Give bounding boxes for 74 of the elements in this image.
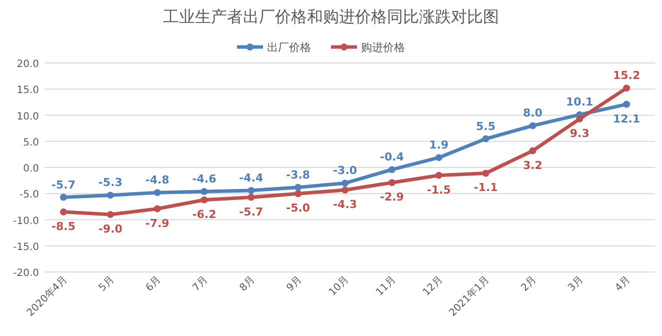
y-tick-label: -20.0 [13, 268, 39, 279]
x-tick-label: 12月 [421, 274, 445, 298]
point [294, 184, 302, 191]
point [248, 186, 255, 194]
point [529, 122, 536, 130]
data-label: 5.5 [476, 120, 496, 133]
data-label: -3.8 [286, 168, 310, 182]
point [482, 170, 490, 177]
data-label: -4.8 [145, 174, 170, 187]
point [623, 100, 630, 108]
data-label: 15.2 [612, 69, 640, 82]
x-tick-label: 9月 [284, 274, 304, 294]
point [106, 192, 114, 199]
data-label: 8.0 [522, 106, 543, 120]
x-tick-label: 6月 [144, 274, 164, 294]
point [294, 190, 302, 198]
point [388, 166, 396, 174]
point [435, 172, 442, 179]
point [342, 180, 348, 187]
x-tick-label: 5月 [97, 274, 117, 294]
data-label: 12.1 [612, 112, 640, 126]
data-label: -4.6 [192, 172, 217, 186]
point [576, 115, 584, 122]
data-label: -7.9 [145, 216, 170, 230]
point [342, 186, 348, 194]
point [200, 196, 208, 204]
data-label: -6.2 [192, 208, 216, 221]
y-tick-label: 0.0 [23, 164, 39, 174]
data-label: -5.7 [239, 205, 264, 218]
point [154, 189, 161, 196]
point [106, 211, 114, 218]
data-label: 9.3 [570, 126, 590, 140]
point [60, 194, 67, 201]
legend-label: 出厂价格 [267, 41, 311, 54]
point [248, 194, 255, 201]
data-label: -3.0 [332, 164, 358, 178]
y-tick-label: 5.0 [23, 137, 39, 148]
point [482, 135, 490, 142]
legend-label: 购进价格 [361, 41, 405, 54]
data-label: -4.4 [239, 171, 264, 184]
data-label: 10.1 [566, 96, 594, 109]
y-tick-label: -10.0 [13, 216, 39, 227]
data-label: -5.0 [286, 202, 310, 215]
y-tick-label: 20.0 [16, 59, 39, 70]
y-tick-label: 10.0 [16, 111, 39, 122]
point [60, 208, 67, 216]
point [623, 84, 630, 92]
data-label: -8.5 [51, 220, 76, 233]
point [200, 188, 208, 196]
data-label: -5.7 [51, 178, 76, 192]
y-tick-label: -5.0 [19, 190, 39, 201]
point [388, 179, 396, 186]
point [529, 147, 536, 154]
data-label: -1.1 [474, 181, 498, 194]
data-label: -2.9 [380, 190, 404, 204]
point [435, 154, 442, 162]
data-label: 3.2 [522, 158, 542, 172]
x-tick-label: 11月 [374, 274, 398, 298]
point [154, 205, 161, 212]
data-label: -0.4 [380, 150, 404, 164]
data-label: -9.0 [98, 222, 123, 236]
x-tick-label: 3月 [566, 274, 586, 294]
y-tick-label: 15.0 [16, 85, 39, 96]
data-label: -4.3 [332, 198, 358, 211]
data-label: -5.3 [98, 176, 122, 190]
x-tick-label: 4月 [613, 274, 633, 294]
x-tick-label: 8月 [238, 274, 258, 294]
chart-title: 工业生产者出厂价格和购进价格同比涨跌对比图 [163, 7, 499, 26]
x-tick-label: 2月 [519, 274, 539, 294]
y-tick-label: -15.0 [13, 242, 39, 253]
data-label: -1.5 [426, 183, 451, 196]
x-tick-label: 10月 [327, 274, 352, 298]
x-tick-label: 7月 [190, 274, 210, 294]
data-label: 1.9 [429, 138, 449, 152]
